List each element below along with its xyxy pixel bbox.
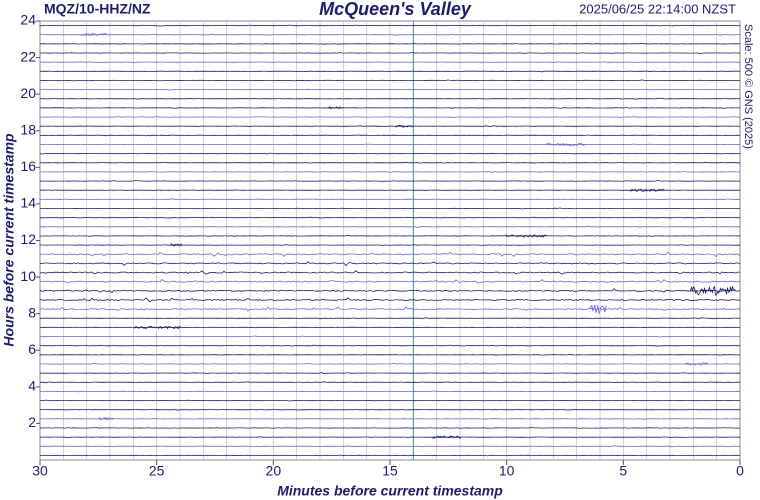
seismic-trace	[39, 399, 741, 402]
seismic-trace	[39, 61, 741, 64]
seismic-trace	[39, 297, 741, 303]
seismic-event	[630, 188, 665, 193]
chart-title: McQueen's Valley	[319, 0, 472, 19]
seismic-trace	[39, 24, 741, 27]
seismic-event	[690, 285, 736, 296]
seismic-event	[134, 325, 181, 330]
seismic-event	[505, 233, 547, 238]
seismic-trace	[39, 261, 741, 267]
x-tick-label: 0	[736, 463, 744, 479]
y-tick-label: 22	[20, 48, 36, 64]
seismic-trace	[39, 161, 741, 164]
seismic-trace	[39, 436, 741, 439]
y-tick-label: 20	[20, 85, 36, 101]
seismic-trace	[39, 33, 740, 36]
seismic-trace	[39, 344, 741, 347]
station-label: MQZ/10-HHZ/NZ	[44, 1, 151, 17]
seismic-event	[98, 417, 115, 421]
x-axis-label: Minutes before current timestamp	[277, 483, 503, 499]
x-tick-label: 15	[382, 463, 398, 479]
y-tick-label: 12	[20, 231, 36, 247]
seismic-trace	[39, 270, 741, 275]
x-tick-label: 20	[266, 463, 282, 479]
seismic-trace	[40, 381, 741, 384]
seismic-trace	[39, 143, 741, 146]
seismic-trace	[39, 125, 741, 127]
seismic-trace	[39, 288, 741, 294]
seismic-trace	[39, 170, 741, 173]
x-tick-label: 25	[149, 463, 165, 479]
seismic-trace	[39, 390, 741, 393]
y-tick-label: 10	[20, 268, 36, 284]
seismic-trace	[39, 116, 741, 119]
seismic-trace	[39, 180, 740, 183]
seismic-trace	[39, 52, 741, 55]
seismic-event	[170, 243, 183, 247]
seismic-event	[545, 142, 586, 147]
seismic-trace	[39, 278, 741, 284]
seismic-trace	[39, 353, 741, 356]
seismic-trace	[39, 88, 741, 91]
seismic-trace	[39, 426, 740, 429]
seismic-trace	[39, 189, 741, 192]
y-tick-label: 18	[20, 121, 36, 137]
scale-label: Scale: 500 © GNS (2025)	[742, 24, 754, 149]
seismic-trace	[39, 106, 741, 109]
seismic-trace	[39, 134, 741, 137]
seismic-event	[685, 362, 709, 366]
seismic-trace	[39, 70, 741, 73]
x-tick-label: 30	[32, 463, 48, 479]
seismic-trace	[39, 234, 741, 237]
seismic-trace	[39, 335, 740, 338]
seismic-event	[327, 106, 344, 110]
seismic-trace	[39, 454, 741, 457]
seismic-trace	[39, 225, 741, 228]
seismic-trace	[39, 417, 740, 420]
seismic-trace	[39, 326, 741, 329]
seismic-trace	[39, 372, 740, 375]
y-tick-label: 8	[28, 304, 36, 320]
seismic-trace	[39, 317, 740, 320]
seismic-trace	[39, 216, 741, 219]
x-tick-label: 10	[499, 463, 515, 479]
seismic-trace	[39, 152, 741, 155]
seismic-event	[432, 435, 462, 439]
y-tick-label: 14	[20, 195, 36, 211]
seismic-trace	[39, 244, 740, 247]
seismic-event	[81, 32, 107, 37]
seismic-event	[395, 124, 413, 129]
seismic-trace	[39, 362, 741, 365]
seismic-trace	[39, 79, 741, 82]
seismic-event	[590, 304, 607, 315]
y-tick-label: 24	[20, 12, 36, 28]
seismic-trace	[39, 251, 741, 257]
seismic-trace	[39, 97, 741, 100]
timestamp: 2025/06/25 22:14:00 NZST	[579, 1, 736, 16]
y-tick-label: 16	[20, 158, 36, 174]
seismic-trace	[39, 445, 741, 448]
seismic-trace	[39, 306, 741, 312]
y-tick-label: 6	[28, 341, 36, 357]
y-tick-label: 4	[28, 378, 36, 394]
seismic-trace	[39, 198, 741, 201]
seismic-trace	[39, 42, 741, 45]
x-tick-label: 5	[619, 463, 627, 479]
seismic-trace	[39, 409, 740, 411]
seismic-trace	[39, 207, 741, 210]
y-tick-label: 2	[28, 414, 36, 430]
y-axis-label: Hours before current timestamp	[1, 133, 17, 347]
